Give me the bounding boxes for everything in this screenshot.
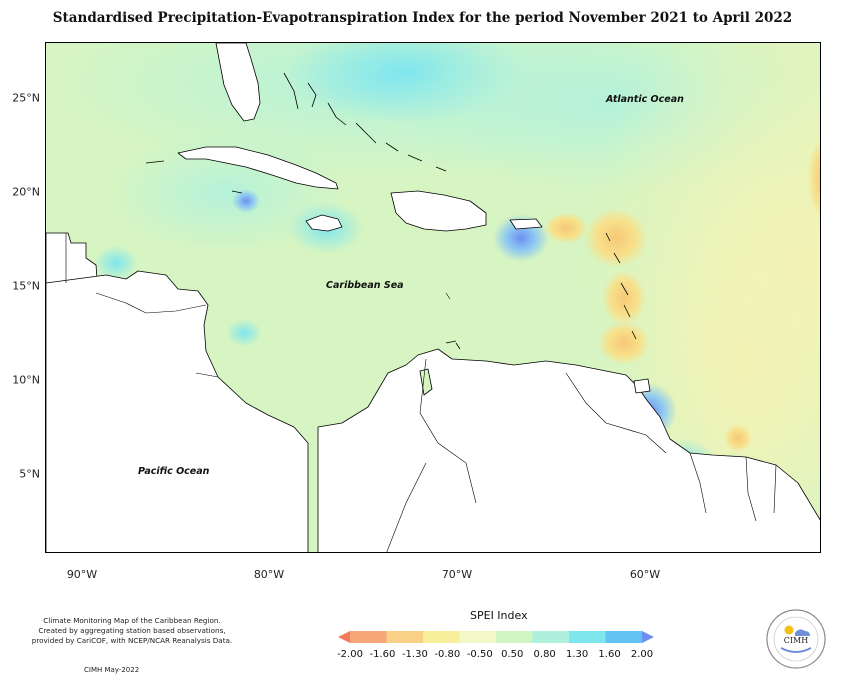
legend-swatch	[459, 631, 497, 643]
legend-arrow-left	[338, 631, 350, 643]
legend-swatch	[386, 631, 424, 643]
legend-tick-label: -0.50	[466, 649, 493, 660]
dry-spot-east-edge	[808, 138, 820, 218]
borders	[65, 233, 777, 552]
legend-tick-label: -1.60	[369, 649, 396, 660]
credit-line-1: Climate Monitoring Map of the Caribbean …	[43, 616, 221, 625]
land	[46, 43, 820, 552]
puerto-rico	[509, 218, 543, 230]
lat-label-10: 10°N	[12, 373, 40, 387]
legend-tick-label: 0.50	[501, 649, 524, 660]
legend-tick-label: -0.80	[434, 649, 461, 660]
jamaica	[305, 214, 343, 232]
spei-map	[45, 42, 821, 553]
trinidad	[633, 378, 651, 394]
legend-swatch	[532, 631, 570, 643]
legend-tick-label: 0.80	[533, 649, 556, 660]
lon-label-60: 60°W	[629, 568, 661, 581]
wet-spot-cayman	[232, 189, 260, 213]
legend-swatch	[605, 631, 643, 643]
legend-swatch	[569, 631, 606, 643]
south-america	[317, 348, 820, 552]
legend-colorbar	[338, 631, 654, 643]
dry-spot-virgin	[544, 212, 588, 244]
legend-tick-label: 2.00	[630, 649, 654, 660]
lat-label-20: 20°N	[12, 185, 40, 199]
legend-swatch	[496, 631, 533, 643]
dry-spot-martinique	[602, 270, 646, 326]
cuba	[177, 146, 339, 190]
map-svg	[46, 43, 820, 552]
central-america	[46, 270, 309, 552]
label-caribbean-sea: Caribbean Sea	[326, 280, 404, 291]
label-pacific-ocean: Pacific Ocean	[138, 466, 210, 477]
lat-label-5: 5°N	[19, 467, 40, 481]
legend-swatch	[350, 631, 387, 643]
credit-date: CIMH May-2022	[84, 666, 140, 674]
credit-line-3: provided by CariCOF, with NCEP/NCAR Rean…	[31, 636, 233, 645]
legend-tick-label: -2.00	[337, 649, 363, 660]
credit-line-2: Created by aggregating station based obs…	[38, 626, 226, 635]
legend-arrow-right	[642, 631, 654, 643]
legend-tick-label: 1.30	[565, 649, 589, 660]
lon-label-90: 90°W	[66, 568, 98, 581]
cimh-logo: CIMH	[766, 609, 826, 669]
legend-swatch	[423, 631, 460, 643]
map-credits: Climate Monitoring Map of the Caribbean …	[22, 616, 242, 646]
lon-label-70: 70°W	[441, 568, 473, 581]
legend-tick-label: 1.60	[598, 649, 621, 660]
florida-peninsula	[215, 43, 261, 122]
legend-title: SPEI Index	[470, 609, 528, 622]
lon-label-80: 80°W	[253, 568, 285, 581]
wet-spot-nicaragua	[226, 319, 262, 347]
lat-label-25: 25°N	[12, 91, 40, 105]
lat-label-15: 15°N	[12, 279, 40, 293]
hispaniola	[390, 190, 487, 232]
label-atlantic-ocean: Atlantic Ocean	[606, 94, 684, 105]
dry-spot-suriname	[724, 424, 752, 452]
logo-text: CIMH	[784, 636, 808, 645]
dry-spot-leewards	[584, 208, 648, 268]
dry-spot-windwards	[598, 321, 650, 365]
map-title: Standardised Precipitation-Evapotranspir…	[52, 10, 793, 26]
wet-spot-belize	[94, 245, 138, 281]
legend-tick-label: -1.30	[401, 649, 428, 660]
small-islands	[145, 72, 637, 350]
legend-ticks: -2.00 -1.60 -1.30 -0.80 -0.50 0.50 0.80 1.30 1.6…	[337, 649, 653, 663]
